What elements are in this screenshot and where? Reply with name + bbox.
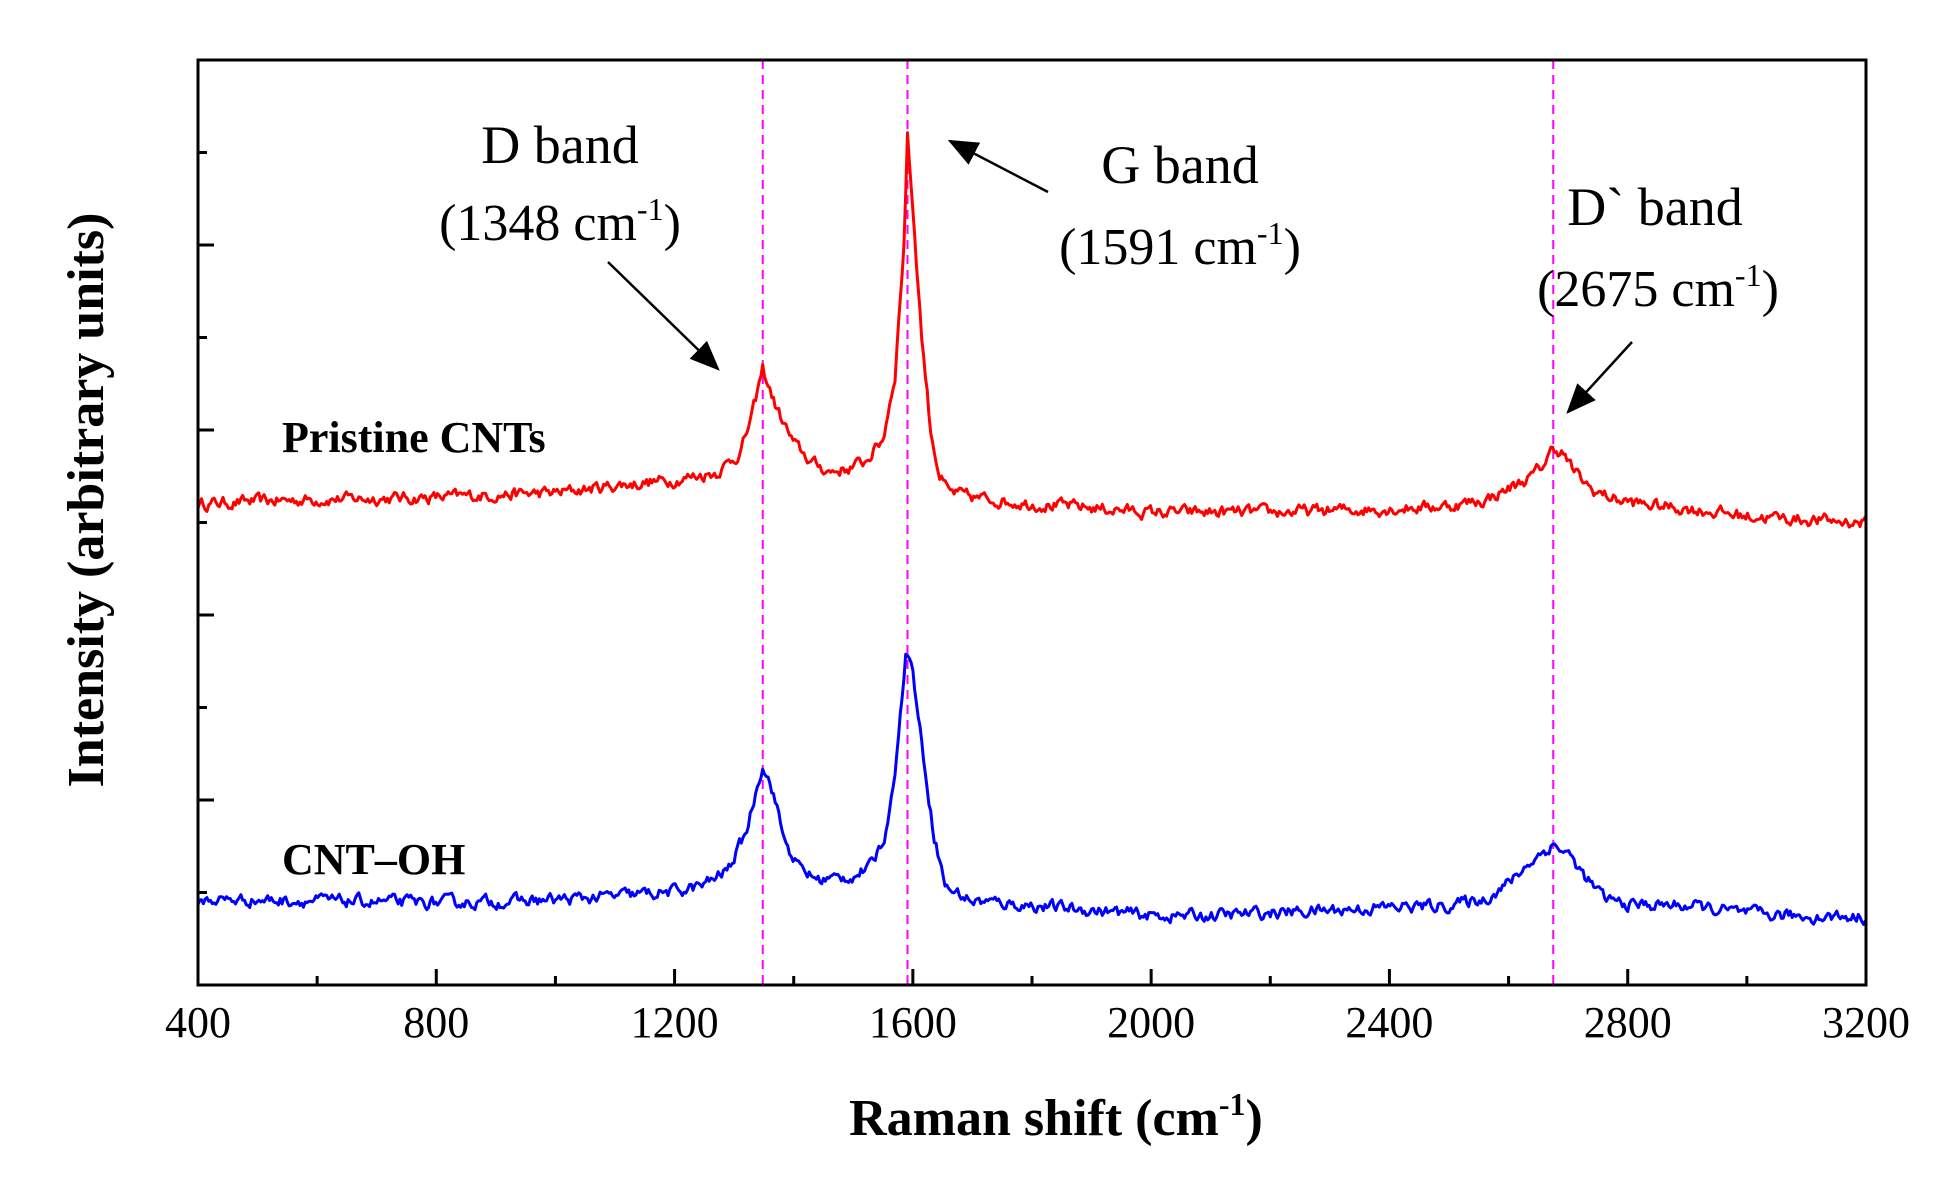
dprime-band-wavenumber: (2675 cm-1) bbox=[1537, 257, 1779, 318]
dprime-band-wn-close: ) bbox=[1762, 261, 1779, 318]
dprime-band-wn-main: (2675 cm bbox=[1537, 261, 1735, 318]
d-band-wn-sup: -1 bbox=[637, 191, 664, 227]
series-layer bbox=[196, 131, 1867, 926]
g-band-wn-sup: -1 bbox=[1257, 215, 1284, 251]
x-tick-label: 2400 bbox=[1345, 998, 1433, 1047]
y-axis-ticks bbox=[198, 151, 214, 894]
x-axis-title: Raman shift (cm-1) bbox=[849, 1086, 1263, 1147]
x-tick-label: 3200 bbox=[1822, 998, 1910, 1047]
g-band-label: G band bbox=[1101, 135, 1258, 195]
dprime-band-wn-sup: -1 bbox=[1735, 257, 1762, 293]
g-band-wavenumber: (1591 cm-1) bbox=[1059, 215, 1301, 276]
d-band-wavenumber: (1348 cm-1) bbox=[439, 191, 681, 252]
g-band-arrow bbox=[947, 139, 1049, 194]
x-tick-label: 2000 bbox=[1107, 998, 1195, 1047]
annotation-dprime-band: D` band (2675 cm-1) bbox=[1537, 177, 1779, 414]
x-axis-title-end: ) bbox=[1246, 1090, 1263, 1147]
g-band-wn-close: ) bbox=[1284, 219, 1301, 276]
d-band-label: D band bbox=[481, 115, 638, 175]
x-tick-label: 2800 bbox=[1584, 998, 1672, 1047]
g-band-wn-main: (1591 cm bbox=[1059, 219, 1257, 276]
d-band-arrow bbox=[607, 261, 720, 371]
y-axis-title: Intensity (arbitrary units) bbox=[58, 213, 115, 788]
dprime-band-label: D` band bbox=[1567, 177, 1742, 237]
x-tick-label: 400 bbox=[165, 998, 231, 1047]
series-label-cnt-oh: CNT–OH bbox=[282, 835, 465, 884]
series-line-1 bbox=[196, 652, 1867, 926]
x-tick-label: 1600 bbox=[869, 998, 957, 1047]
series-label-pristine: Pristine CNTs bbox=[282, 413, 546, 462]
annotation-g-band: G band (1591 cm-1) bbox=[947, 135, 1301, 276]
d-band-wn-close: ) bbox=[664, 195, 681, 252]
d-band-wn-main: (1348 cm bbox=[439, 195, 637, 252]
x-tick-label: 800 bbox=[403, 998, 469, 1047]
x-axis-ticks: 400 800 1200 1600 2000 2400 2800 3200 bbox=[165, 969, 1910, 1047]
x-axis-title-main: Raman shift (cm bbox=[849, 1090, 1219, 1147]
series-line-0 bbox=[196, 131, 1867, 529]
dprime-band-arrow bbox=[1566, 341, 1633, 414]
reference-lines bbox=[761, 60, 1555, 985]
x-axis-title-sup: -1 bbox=[1219, 1086, 1246, 1122]
annotation-d-band: D band (1348 cm-1) bbox=[439, 115, 720, 371]
x-tick-label: 1200 bbox=[631, 998, 719, 1047]
